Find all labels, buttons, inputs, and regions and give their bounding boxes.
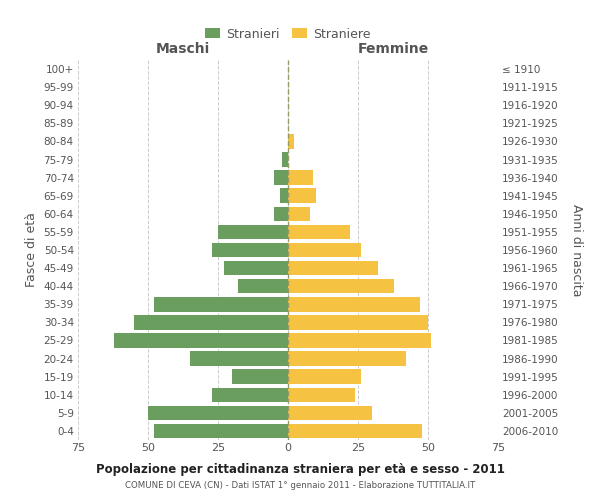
Bar [288,206,310,221]
Text: Femmine: Femmine [358,42,428,56]
Y-axis label: Anni di nascita: Anni di nascita [570,204,583,296]
Bar [288,424,422,438]
Bar [115,333,288,347]
Bar [288,243,361,257]
Bar [212,388,288,402]
Bar [154,297,288,312]
Bar [283,152,288,167]
Bar [274,206,288,221]
Y-axis label: Fasce di età: Fasce di età [25,212,38,288]
Bar [288,388,355,402]
Bar [212,243,288,257]
Bar [288,170,313,185]
Legend: Stranieri, Straniere: Stranieri, Straniere [200,22,376,46]
Bar [190,352,288,366]
Bar [288,333,431,347]
Bar [288,370,361,384]
Bar [274,170,288,185]
Text: COMUNE DI CEVA (CN) - Dati ISTAT 1° gennaio 2011 - Elaborazione TUTTITALIA.IT: COMUNE DI CEVA (CN) - Dati ISTAT 1° genn… [125,481,475,490]
Bar [134,315,288,330]
Bar [238,279,288,293]
Bar [288,134,293,148]
Bar [280,188,288,203]
Bar [288,297,419,312]
Bar [154,424,288,438]
Text: Maschi: Maschi [156,42,210,56]
Bar [288,188,316,203]
Bar [232,370,288,384]
Bar [288,261,377,276]
Bar [218,224,288,239]
Bar [288,315,428,330]
Bar [288,279,394,293]
Bar [224,261,288,276]
Bar [288,352,406,366]
Bar [148,406,288,420]
Bar [288,406,372,420]
Text: Popolazione per cittadinanza straniera per età e sesso - 2011: Popolazione per cittadinanza straniera p… [95,462,505,475]
Bar [288,224,350,239]
